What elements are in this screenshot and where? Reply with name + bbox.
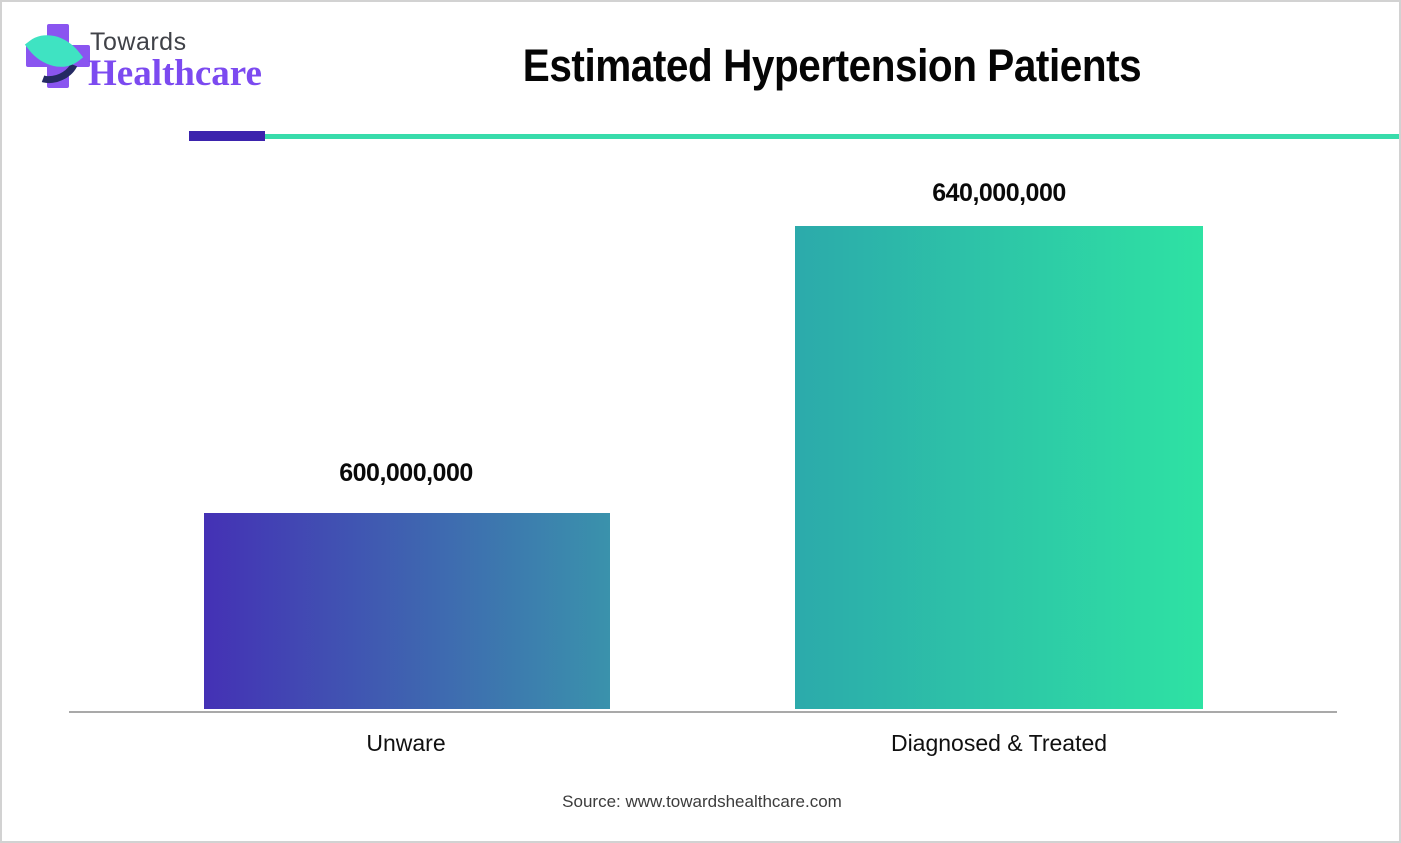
brand-name-healthcare: Healthcare: [88, 53, 262, 94]
bar-unware: [204, 513, 610, 709]
logo-cross-leaf-icon: [22, 21, 90, 91]
divider-accent-bar: [189, 131, 265, 141]
category-label: Unware: [366, 730, 446, 756]
source-attribution: Source: www.towardshealthcare.com: [562, 792, 842, 811]
category-label: Diagnosed & Treated: [890, 730, 1108, 756]
towards-healthcare-logo: Towards Healthcare: [22, 21, 326, 102]
bar-value-label: 600,000,000: [339, 459, 473, 487]
x-axis-line: [69, 711, 1337, 713]
divider-line: [265, 134, 1399, 139]
bar-value-label: 640,000,000: [932, 179, 1066, 207]
brand-name-towards: Towards: [90, 28, 187, 56]
bar-diagnosed-treated: [795, 226, 1203, 709]
page-title: Estimated Hypertension Patients: [522, 40, 1142, 91]
